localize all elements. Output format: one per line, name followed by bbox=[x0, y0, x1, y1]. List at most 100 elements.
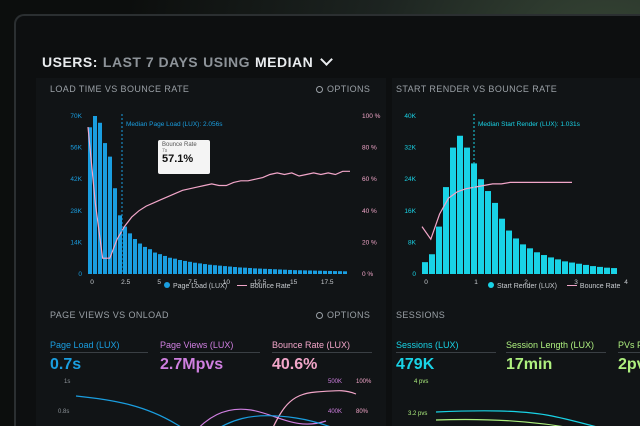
kpi-label-page-load: Page Load (LUX) bbox=[50, 340, 120, 350]
bar bbox=[238, 267, 242, 274]
divider bbox=[160, 352, 260, 353]
render-chart: 0 8K 16K 24K 32K 40K 0 1 2 3 4 Median Start Render … bbox=[404, 113, 628, 286]
y-tick-label: 40K bbox=[404, 113, 416, 120]
bar bbox=[258, 268, 262, 274]
kpi-label-pvs: PVs Pe bbox=[618, 340, 640, 350]
bar bbox=[123, 226, 127, 274]
x-tick-label: 7.5 bbox=[188, 279, 197, 286]
y-tick-label: 28K bbox=[70, 208, 82, 215]
bar bbox=[283, 269, 287, 274]
median-label: Median Page Load (LUX): 2.056s bbox=[126, 121, 223, 128]
kpi-label-page-views: Page Views (LUX) bbox=[160, 340, 234, 350]
legend-item-page-load: Page Load (LUX) bbox=[164, 282, 227, 290]
pageviews-panel-title: PAGE VIEWS VS ONLOAD bbox=[50, 310, 169, 320]
bar bbox=[499, 218, 505, 274]
dashboard-headline[interactable]: USERS: LAST 7 DAYS USING MEDIAN bbox=[42, 53, 334, 70]
load-options-button[interactable]: OPTIONS bbox=[316, 84, 370, 94]
bar bbox=[338, 271, 342, 274]
x-tick-label: 4 bbox=[624, 279, 628, 286]
page-load-line-2 bbox=[221, 415, 330, 426]
bar bbox=[478, 179, 484, 274]
x-tick-label: 17.5 bbox=[321, 279, 334, 286]
y-tick-label: 8K bbox=[408, 239, 417, 246]
bar bbox=[228, 266, 232, 274]
bar bbox=[464, 147, 470, 274]
divider bbox=[506, 352, 606, 353]
axis-label: 1s bbox=[64, 379, 70, 385]
x-tick-label: 1 bbox=[474, 279, 478, 286]
options-icon bbox=[316, 311, 323, 319]
sessions-panel: SESSIONS Sessions (LUX) 479K Session Len… bbox=[392, 306, 640, 426]
bar bbox=[318, 270, 322, 274]
bar bbox=[153, 252, 157, 274]
axis-label: 4 pvs bbox=[414, 379, 428, 385]
axis-label: 0.8s bbox=[58, 409, 69, 415]
bar bbox=[118, 215, 122, 274]
legend-item-bounce-rate: Bounce Rate bbox=[237, 283, 291, 290]
bar bbox=[243, 267, 247, 274]
y-tick-label-right: 100 % bbox=[362, 113, 381, 120]
sessions-chart: 4 pvs 3.2 pvs bbox=[408, 379, 596, 426]
bar bbox=[108, 156, 112, 274]
pageviews-options-button[interactable]: OPTIONS bbox=[316, 310, 370, 320]
bar bbox=[576, 263, 582, 274]
bar bbox=[569, 262, 575, 274]
bar bbox=[168, 257, 172, 274]
bar bbox=[604, 267, 610, 274]
x-tick-label: 0 bbox=[90, 279, 94, 286]
chevron-down-icon[interactable] bbox=[320, 53, 334, 66]
bar bbox=[293, 270, 297, 274]
bar bbox=[113, 188, 117, 274]
bar bbox=[173, 258, 177, 274]
load-panel-title: LOAD TIME VS BOUNCE RATE bbox=[50, 84, 190, 94]
bar bbox=[148, 249, 152, 274]
sessions-panel-title: SESSIONS bbox=[396, 310, 446, 320]
load-legend: Page Load (LUX) Bounce Rate bbox=[164, 282, 291, 290]
bar bbox=[248, 268, 252, 274]
bar bbox=[163, 255, 167, 274]
y-tick-label: 14K bbox=[70, 239, 82, 246]
bar bbox=[555, 259, 561, 274]
session-length-line bbox=[435, 418, 563, 426]
bar bbox=[303, 270, 307, 274]
bar bbox=[443, 187, 449, 274]
bar bbox=[88, 127, 92, 275]
x-tick-label: 0 bbox=[424, 279, 428, 286]
bar bbox=[103, 143, 107, 274]
divider bbox=[50, 352, 148, 353]
bar bbox=[611, 268, 617, 274]
x-tick-label: 15 bbox=[290, 279, 298, 286]
bar bbox=[128, 233, 132, 274]
bar bbox=[422, 262, 428, 274]
axis-label: 3.2 pvs bbox=[408, 411, 427, 417]
bar bbox=[590, 266, 596, 274]
y-tick-label-right: 0 % bbox=[362, 271, 373, 278]
render-panel-title: START RENDER VS BOUNCE RATE bbox=[396, 84, 558, 94]
divider bbox=[618, 352, 640, 353]
headline-mid: USING bbox=[203, 54, 250, 70]
axis-label: 80% bbox=[356, 409, 369, 415]
bar bbox=[298, 270, 302, 274]
pageviews-chart: 1s 0.8s 500K 400K 100% 80% bbox=[58, 379, 372, 426]
bar bbox=[208, 264, 212, 274]
x-tick-label: 3 bbox=[574, 279, 578, 286]
y-tick-label: 42K bbox=[70, 176, 82, 183]
bar bbox=[233, 267, 237, 274]
bar bbox=[534, 252, 540, 274]
y-tick-label: 0 bbox=[78, 271, 82, 278]
bar bbox=[429, 254, 435, 274]
bounce-rate-line bbox=[87, 127, 350, 259]
bar bbox=[213, 265, 217, 274]
axis-label: 400K bbox=[328, 409, 342, 415]
load-chart: 0 14K 28K 42K 56K 70K 0 % 20 % 40 % 60 % 80 % 100 %… bbox=[70, 113, 381, 286]
kpi-value-bounce-rate: 40.6% bbox=[272, 356, 318, 373]
options-icon bbox=[316, 85, 323, 93]
y-tick-label: 56K bbox=[70, 145, 82, 152]
bar bbox=[457, 135, 463, 274]
bar bbox=[193, 262, 197, 274]
headline-period: LAST 7 DAYS bbox=[102, 54, 199, 70]
bar bbox=[597, 266, 603, 274]
bar bbox=[436, 226, 442, 274]
bar bbox=[583, 264, 589, 274]
y-tick-label: 24K bbox=[404, 176, 416, 183]
